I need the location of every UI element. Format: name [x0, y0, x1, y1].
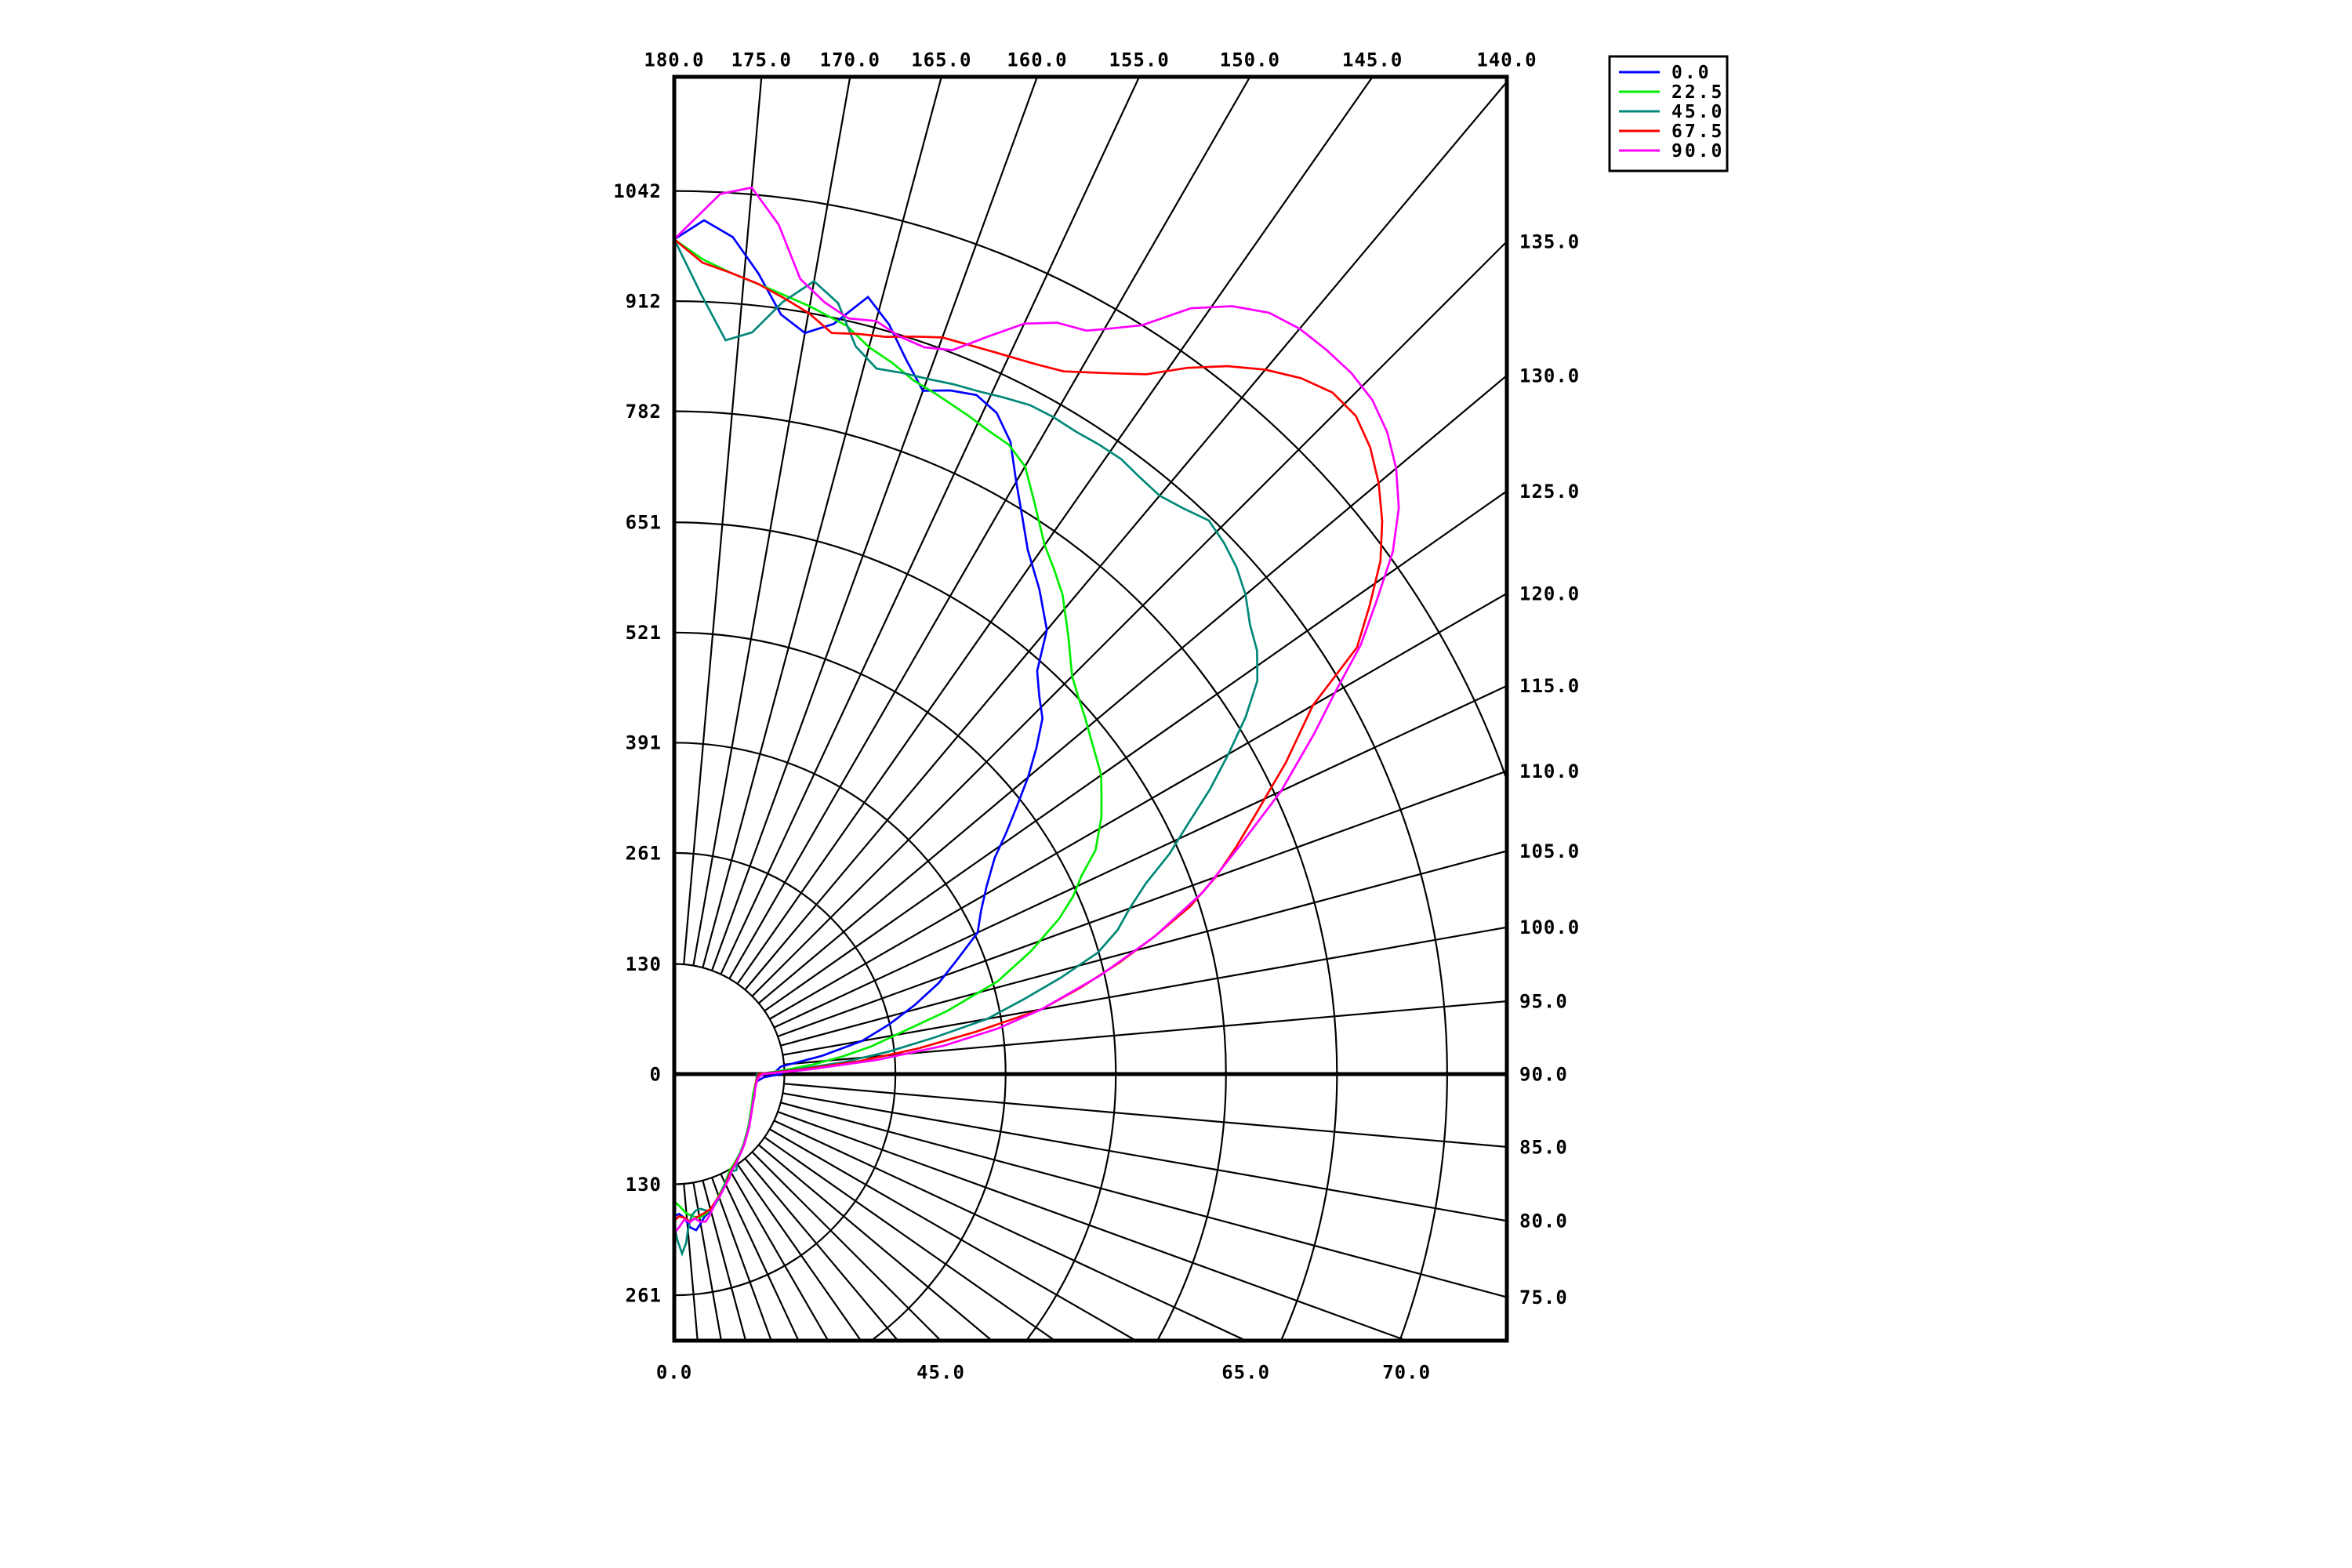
- grid-ray-85: [784, 1083, 1507, 1149]
- grid-ray-100: [782, 926, 1507, 1056]
- grid-ray-60: [769, 1128, 1138, 1341]
- top-axis-label-145.0: 145.0: [1342, 49, 1403, 71]
- top-axis-label-170.0: 170.0: [820, 49, 880, 71]
- curve-c22.5: [674, 238, 1103, 1219]
- top-axis-label-150.0: 150.0: [1220, 49, 1280, 71]
- grid-ray-140: [744, 80, 1507, 990]
- right-axis-label-105.0: 105.0: [1519, 840, 1580, 862]
- grid-ray-135: [751, 240, 1507, 997]
- left-axis-label-782: 782: [626, 401, 662, 423]
- legend-item-0.0: 0.0: [1619, 63, 1711, 83]
- grid-ray-75: [780, 1102, 1507, 1298]
- right-axis-label-120.0: 120.0: [1519, 583, 1580, 604]
- top-axis-label-140.0: 140.0: [1476, 49, 1537, 71]
- right-axis-label-75.0: 75.0: [1519, 1287, 1568, 1308]
- top-axis-label-165.0: 165.0: [911, 49, 971, 71]
- right-axis-label-110.0: 110.0: [1519, 760, 1580, 782]
- left-axis-label-130: 130: [626, 953, 662, 975]
- top-axis-label-160.0: 160.0: [1007, 49, 1067, 71]
- grid-ray-35: [736, 1163, 862, 1341]
- grid-ray-55: [764, 1136, 1057, 1341]
- left-axis-label-912: 912: [626, 291, 662, 313]
- right-axis-label-80.0: 80.0: [1519, 1210, 1568, 1232]
- grid-ray-50: [758, 1144, 993, 1341]
- grid-ray-130: [758, 374, 1507, 1004]
- legend-box: [1608, 55, 1729, 172]
- grid-ray-145: [736, 77, 1374, 985]
- legend-item-22.5: 22.5: [1619, 82, 1724, 103]
- right-axis-label-135.0: 135.0: [1519, 230, 1580, 252]
- left-axis-label-neg-130: 130: [626, 1174, 662, 1196]
- legend-label-0.0: 0.0: [1671, 63, 1711, 83]
- grid-ray-115: [774, 684, 1507, 1029]
- plot-frame: [672, 74, 1509, 1343]
- grid-ray-110: [778, 770, 1507, 1037]
- curve-c0.0: [674, 219, 1048, 1232]
- grid-ray-150: [728, 77, 1251, 979]
- grid-ray-155: [720, 77, 1141, 975]
- grid-ray-65: [774, 1120, 1248, 1341]
- right-axis-label-130.0: 130.0: [1519, 365, 1580, 387]
- bottom-axis-label-65.0: 65.0: [1221, 1361, 1270, 1383]
- right-axis-label-95.0: 95.0: [1519, 990, 1568, 1012]
- right-axis-label-90.0: 90.0: [1519, 1063, 1568, 1085]
- right-axis-label-115.0: 115.0: [1519, 675, 1580, 697]
- grid-ray-160: [711, 77, 1039, 971]
- curve-c90.0: [674, 186, 1400, 1235]
- grid-ray-70: [778, 1111, 1410, 1341]
- grid-ray-10: [692, 1182, 723, 1341]
- legend-item-90.0: 90.0: [1619, 141, 1724, 162]
- right-axis-label-125.0: 125.0: [1519, 481, 1580, 503]
- grid-ray-170: [692, 77, 851, 966]
- right-axis-label-100.0: 100.0: [1519, 916, 1580, 938]
- intensity-curves: [674, 186, 1400, 1257]
- top-axis-label-175.0: 175.0: [731, 49, 792, 71]
- grid-ray-80: [782, 1092, 1507, 1222]
- grid-ray-95: [784, 1000, 1507, 1065]
- grid-ray-120: [769, 592, 1507, 1020]
- bottom-axis-label-45.0: 45.0: [916, 1361, 965, 1383]
- grid-ray-175: [683, 77, 763, 964]
- axis-labels: 180.0 175.0 170.0 165.0 160.0 155.0 150.0 145.0…: [613, 49, 1580, 1383]
- left-axis-label-651: 651: [626, 512, 662, 534]
- left-axis-label-neg-261: 261: [626, 1285, 662, 1307]
- grid-ray-125: [764, 490, 1507, 1012]
- left-axis-label-1042: 1042: [613, 180, 662, 202]
- legend-item-45.0: 45.0: [1619, 102, 1724, 122]
- legend: 0.022.545.067.590.0: [1608, 55, 1729, 172]
- legend-item-67.5: 67.5: [1619, 122, 1724, 142]
- legend-label-67.5: 67.5: [1671, 122, 1724, 142]
- left-axis-label-0: 0: [650, 1063, 662, 1085]
- right-axis-label-85.0: 85.0: [1519, 1136, 1568, 1158]
- left-axis-label-391: 391: [626, 732, 662, 754]
- bottom-axis-label-70.0: 70.0: [1382, 1361, 1431, 1383]
- left-axis-label-521: 521: [626, 622, 662, 644]
- legend-label-45.0: 45.0: [1671, 102, 1724, 122]
- left-axis-label-261: 261: [626, 842, 662, 864]
- bottom-axis-label-0.0: 0.0: [656, 1361, 692, 1383]
- top-axis-label-180.0: 180.0: [644, 49, 704, 71]
- grid-ray-105: [780, 850, 1507, 1047]
- legend-label-22.5: 22.5: [1671, 82, 1724, 103]
- grid-ray-165: [702, 77, 942, 968]
- top-axis-label-155.0: 155.0: [1109, 49, 1170, 71]
- grid-ray-5: [683, 1184, 699, 1341]
- legend-label-90.0: 90.0: [1671, 141, 1724, 162]
